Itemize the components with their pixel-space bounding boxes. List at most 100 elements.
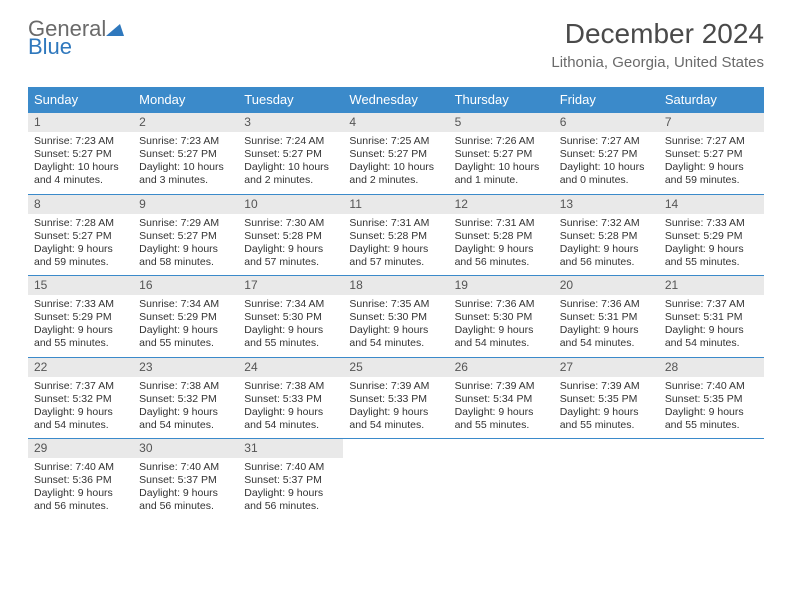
day-cell: . [659,439,764,520]
day-number: 6 [554,113,659,132]
daylight-line1: Daylight: 9 hours [455,406,548,419]
sunset-text: Sunset: 5:28 PM [349,230,442,243]
daylight-line1: Daylight: 9 hours [139,324,232,337]
sunset-text: Sunset: 5:27 PM [139,148,232,161]
daylight-line2: and 55 minutes. [139,337,232,350]
daylight-line1: Daylight: 10 hours [139,161,232,174]
day-cell: 19Sunrise: 7:36 AMSunset: 5:30 PMDayligh… [449,276,554,357]
day-cell: . [554,439,659,520]
sunrise-text: Sunrise: 7:38 AM [139,380,232,393]
sunset-text: Sunset: 5:30 PM [455,311,548,324]
day-number: 21 [659,276,764,295]
weekday-header: Wednesday [343,87,448,112]
day-body: Sunrise: 7:36 AMSunset: 5:31 PMDaylight:… [554,295,659,357]
month-title: December 2024 [551,18,764,50]
logo: General Blue [28,18,124,58]
daylight-line2: and 54 minutes. [560,337,653,350]
day-number: 9 [133,195,238,214]
day-number: 20 [554,276,659,295]
sunset-text: Sunset: 5:35 PM [665,393,758,406]
day-body: Sunrise: 7:40 AMSunset: 5:37 PMDaylight:… [133,458,238,520]
sunset-text: Sunset: 5:27 PM [34,148,127,161]
day-cell: 3Sunrise: 7:24 AMSunset: 5:27 PMDaylight… [238,113,343,194]
sunrise-text: Sunrise: 7:30 AM [244,217,337,230]
sunset-text: Sunset: 5:35 PM [560,393,653,406]
day-body: Sunrise: 7:30 AMSunset: 5:28 PMDaylight:… [238,214,343,276]
sunrise-text: Sunrise: 7:26 AM [455,135,548,148]
day-body: Sunrise: 7:26 AMSunset: 5:27 PMDaylight:… [449,132,554,194]
daylight-line1: Daylight: 9 hours [665,243,758,256]
daylight-line2: and 54 minutes. [665,337,758,350]
day-body: Sunrise: 7:32 AMSunset: 5:28 PMDaylight:… [554,214,659,276]
sunset-text: Sunset: 5:29 PM [34,311,127,324]
daylight-line2: and 56 minutes. [455,256,548,269]
daylight-line1: Daylight: 10 hours [455,161,548,174]
daylight-line2: and 59 minutes. [34,256,127,269]
daylight-line1: Daylight: 9 hours [665,324,758,337]
daylight-line2: and 59 minutes. [665,174,758,187]
daylight-line1: Daylight: 9 hours [560,243,653,256]
day-cell: 13Sunrise: 7:32 AMSunset: 5:28 PMDayligh… [554,195,659,276]
sunrise-text: Sunrise: 7:25 AM [349,135,442,148]
sunrise-text: Sunrise: 7:39 AM [349,380,442,393]
sunrise-text: Sunrise: 7:31 AM [349,217,442,230]
sunset-text: Sunset: 5:27 PM [349,148,442,161]
day-cell: 25Sunrise: 7:39 AMSunset: 5:33 PMDayligh… [343,358,448,439]
week-row: 22Sunrise: 7:37 AMSunset: 5:32 PMDayligh… [28,357,764,439]
sunset-text: Sunset: 5:30 PM [244,311,337,324]
day-cell: 8Sunrise: 7:28 AMSunset: 5:27 PMDaylight… [28,195,133,276]
day-body: Sunrise: 7:40 AMSunset: 5:35 PMDaylight:… [659,377,764,439]
day-body: Sunrise: 7:34 AMSunset: 5:30 PMDaylight:… [238,295,343,357]
day-cell: 23Sunrise: 7:38 AMSunset: 5:32 PMDayligh… [133,358,238,439]
daylight-line2: and 0 minutes. [560,174,653,187]
daylight-line2: and 58 minutes. [139,256,232,269]
daylight-line1: Daylight: 10 hours [34,161,127,174]
sunrise-text: Sunrise: 7:28 AM [34,217,127,230]
daylight-line2: and 56 minutes. [244,500,337,513]
sunrise-text: Sunrise: 7:32 AM [560,217,653,230]
location-text: Lithonia, Georgia, United States [551,54,764,71]
sunset-text: Sunset: 5:27 PM [139,230,232,243]
day-body: Sunrise: 7:24 AMSunset: 5:27 PMDaylight:… [238,132,343,194]
day-cell: 31Sunrise: 7:40 AMSunset: 5:37 PMDayligh… [238,439,343,520]
day-body: Sunrise: 7:40 AMSunset: 5:36 PMDaylight:… [28,458,133,520]
sunset-text: Sunset: 5:27 PM [34,230,127,243]
day-body: Sunrise: 7:23 AMSunset: 5:27 PMDaylight:… [28,132,133,194]
sunrise-text: Sunrise: 7:33 AM [34,298,127,311]
day-cell: 7Sunrise: 7:27 AMSunset: 5:27 PMDaylight… [659,113,764,194]
day-body: Sunrise: 7:25 AMSunset: 5:27 PMDaylight:… [343,132,448,194]
day-cell: 17Sunrise: 7:34 AMSunset: 5:30 PMDayligh… [238,276,343,357]
day-cell: 14Sunrise: 7:33 AMSunset: 5:29 PMDayligh… [659,195,764,276]
day-cell: 5Sunrise: 7:26 AMSunset: 5:27 PMDaylight… [449,113,554,194]
daylight-line2: and 2 minutes. [244,174,337,187]
sunset-text: Sunset: 5:34 PM [455,393,548,406]
day-cell: 4Sunrise: 7:25 AMSunset: 5:27 PMDaylight… [343,113,448,194]
day-body: Sunrise: 7:36 AMSunset: 5:30 PMDaylight:… [449,295,554,357]
day-number: 17 [238,276,343,295]
day-number: 31 [238,439,343,458]
sunrise-text: Sunrise: 7:34 AM [139,298,232,311]
daylight-line1: Daylight: 9 hours [244,406,337,419]
day-body: Sunrise: 7:35 AMSunset: 5:30 PMDaylight:… [343,295,448,357]
daylight-line1: Daylight: 9 hours [560,324,653,337]
daylight-line1: Daylight: 9 hours [244,243,337,256]
sunrise-text: Sunrise: 7:40 AM [665,380,758,393]
week-row: 8Sunrise: 7:28 AMSunset: 5:27 PMDaylight… [28,194,764,276]
daylight-line2: and 56 minutes. [139,500,232,513]
day-number: 1 [28,113,133,132]
day-number: 8 [28,195,133,214]
daylight-line1: Daylight: 9 hours [139,487,232,500]
sunrise-text: Sunrise: 7:39 AM [455,380,548,393]
day-cell: 12Sunrise: 7:31 AMSunset: 5:28 PMDayligh… [449,195,554,276]
week-row: 15Sunrise: 7:33 AMSunset: 5:29 PMDayligh… [28,275,764,357]
day-number: 26 [449,358,554,377]
day-body: Sunrise: 7:27 AMSunset: 5:27 PMDaylight:… [554,132,659,194]
day-body: Sunrise: 7:27 AMSunset: 5:27 PMDaylight:… [659,132,764,194]
day-number: 16 [133,276,238,295]
day-number: 13 [554,195,659,214]
day-number: 28 [659,358,764,377]
day-cell: 10Sunrise: 7:30 AMSunset: 5:28 PMDayligh… [238,195,343,276]
sunset-text: Sunset: 5:29 PM [665,230,758,243]
day-number: 14 [659,195,764,214]
daylight-line1: Daylight: 9 hours [349,243,442,256]
